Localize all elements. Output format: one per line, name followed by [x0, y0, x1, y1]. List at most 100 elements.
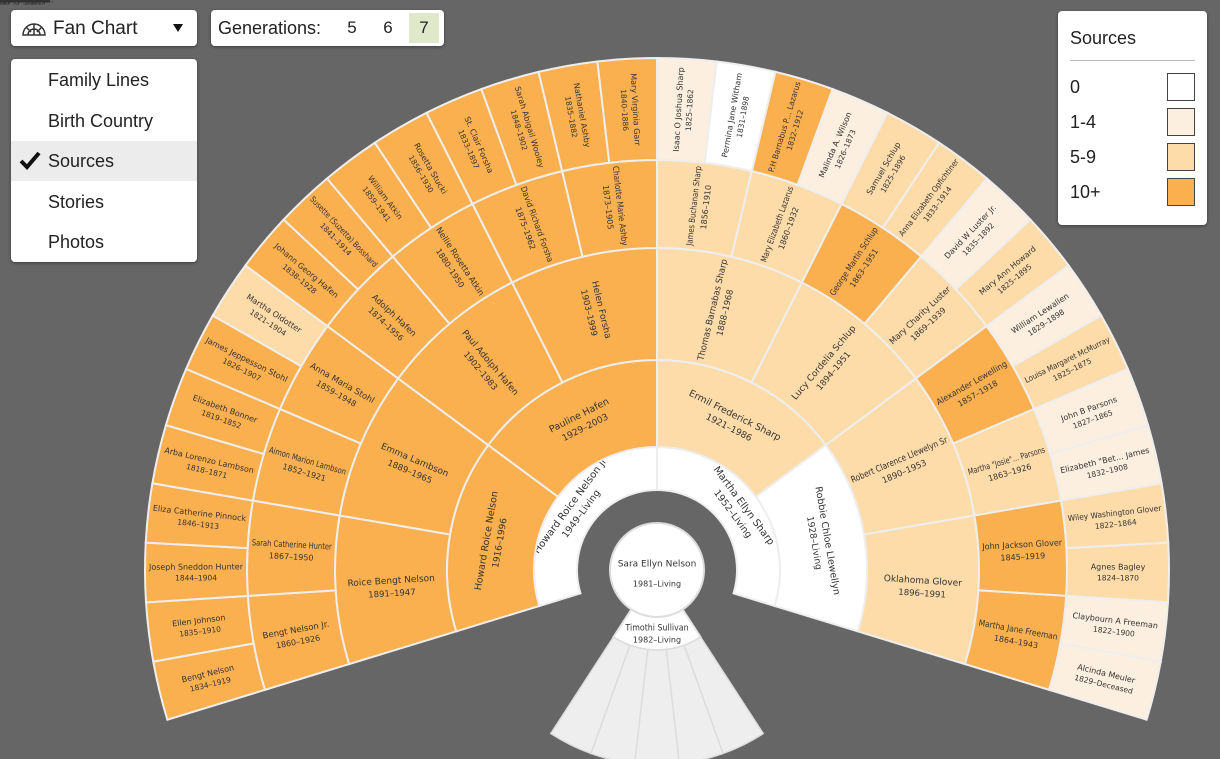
person-label: William Atkin — [0, 0, 28, 6]
person-dates: 1981–Living — [633, 580, 681, 589]
person-name: Henry Thomas Bagley Sr. — [0, 0, 54, 6]
person-name: Alexander Lewallen — [0, 0, 42, 6]
person-label: Rachel Thompson — [0, 0, 38, 6]
person-label: Maria Magdalena Hafen — [0, 0, 50, 6]
person-dates: 1844–1904 — [175, 573, 217, 582]
person-name: Catharine Potter — [0, 0, 35, 6]
person-label: Richard Carrick Howard — [0, 0, 50, 6]
person-name: Jons Christoffersson — [0, 0, 42, 6]
person-name: John C Bonner — [0, 0, 31, 6]
person-label: Dortea Bengtsdotter — [0, 0, 44, 6]
person-label: Mary Rebecca Hutchins — [0, 0, 50, 6]
person-name: Polly Walworth — [0, 0, 31, 6]
person-dates: 1982–Living — [633, 636, 681, 645]
person-label: William H Pinnock — [0, 0, 38, 6]
menu-item-label: Family Lines — [48, 70, 150, 90]
person-name: Katharina Ruesseger — [0, 0, 45, 6]
person-name: Boaz Lambson — [0, 0, 31, 6]
person-label: Johannes Stucki — [0, 0, 34, 6]
person-label: Barbara Bagley — [0, 0, 33, 6]
person-name: Johannes Bosshard — [0, 0, 40, 6]
menu-item[interactable]: Photos — [11, 222, 197, 262]
person-label: David W Luster — [0, 0, 33, 6]
menu-item[interactable]: Sources — [11, 141, 197, 181]
person-dates: 1825–1862 — [684, 89, 695, 132]
person-name: Rachel Thompson — [0, 0, 38, 6]
person-label: Joseph Kirby Parsons — [0, 0, 45, 6]
person-name: Dortea Bengtsdotter — [0, 0, 44, 6]
root-person[interactable] — [609, 522, 705, 618]
person-label: Nels Anderson — [0, 0, 31, 6]
person-name: William H Pinnock — [0, 0, 38, 6]
person-dates: 1845–1919 — [1000, 551, 1045, 562]
menu-item-label: Sources — [48, 151, 115, 171]
person-label: Alexander Lewallen — [0, 0, 42, 6]
person-label: Anna Barbara Hess — [0, 0, 41, 6]
person-name: Sarah Catherine Hunter — [252, 538, 333, 552]
person-label: Karna Perks Pehrsdotter — [0, 0, 52, 6]
generations-label: Generations: — [218, 18, 322, 38]
menu-item[interactable]: Birth Country — [11, 101, 197, 141]
legend-item: 1-4 — [1070, 107, 1195, 137]
person-name: Mary "Polly" Cowan — [0, 0, 41, 6]
person-label: Ola Torstensson — [0, 0, 34, 6]
menu-item[interactable]: Stories — [11, 182, 197, 222]
person-name: Barbara Bagley — [0, 0, 33, 6]
person-name: Richard Carrick Howard — [0, 0, 50, 6]
person-name: Susan Hammond — [0, 0, 36, 6]
person-label: Fettie Van Green — [0, 0, 35, 6]
person-label: Nathaniel Ashby — [0, 0, 35, 6]
person-name: William Forshee — [0, 0, 34, 6]
legend-label: 10+ — [1070, 182, 1101, 202]
person-label: Hans Georg Hafen — [0, 0, 39, 6]
person-dates: 1867–1950 — [269, 551, 314, 562]
legend-swatch — [1167, 108, 1195, 136]
person-label: Timothi Sullivan 1982–Living — [624, 623, 688, 644]
person-name: Hamar Anna Bagley — [0, 0, 42, 6]
person-dates: 1891–1947 — [368, 588, 416, 601]
person-label: Sarah Ann Brown — [0, 0, 37, 6]
legend-swatch — [1167, 178, 1195, 206]
person-name: Johannes Stucki — [0, 0, 34, 6]
person-label: Katharina Ruesseger — [0, 0, 45, 6]
person-name: Sara Ellyn Nelson — [618, 560, 697, 570]
generation-option[interactable]: 6 — [383, 18, 393, 37]
menu-item[interactable]: Family Lines — [11, 60, 197, 100]
legend-label: 0 — [1070, 77, 1081, 97]
person-name: Clarissa Cole — [0, 0, 27, 6]
person-label: Clarissa Cole — [0, 0, 27, 6]
person-label: John Wilson — [0, 0, 25, 6]
person-label: Sarah or Sallie Nabors — [0, 0, 48, 6]
person-label: Elizabeth Jackson — [0, 0, 37, 6]
person-name: Preston Hampton Glover — [0, 0, 53, 6]
person-name: Sarah or Sallie Nabors — [0, 0, 48, 6]
person-name: Nathaniel Ashby — [0, 0, 35, 6]
legend-swatch — [1167, 73, 1195, 101]
person-label: Elizabeth Davidson — [0, 0, 41, 6]
person-name: Elizabeth Jackson — [0, 0, 37, 6]
person-label: Archibald Mcmurray — [0, 0, 43, 6]
person-label: Prudence Sue Clark — [0, 0, 42, 6]
person-name: Mary Rebecca Hutchins — [0, 0, 50, 6]
person-name: Susannah Armstrong — [0, 0, 44, 6]
person-label: Paulina Turner — [0, 0, 31, 6]
person-segment[interactable] — [1047, 642, 1162, 721]
person-name: Paulina Turner — [0, 0, 31, 6]
person-dates: 1824–1870 — [1097, 573, 1139, 582]
person-name: Joseph Sneddon Hunter — [148, 562, 244, 571]
person-name: Elizabeth Davidson — [0, 0, 41, 6]
person-label: Susannah Armstrong — [0, 0, 44, 6]
person-label: Henry Thomas Bagley Sr. — [0, 0, 54, 6]
legend-label: 5-9 — [1070, 147, 1097, 167]
person-label: Niklaus Opfichtiner — [0, 0, 41, 6]
chart-type-dropdown[interactable]: Fan Chart — [11, 10, 197, 46]
generation-option[interactable]: 7 — [409, 13, 439, 43]
person-name: Fettie Van Green — [0, 0, 35, 6]
generation-option[interactable]: 5 — [347, 18, 357, 37]
person-label: Anna Catharina Egli — [0, 0, 42, 6]
legend-swatch — [1167, 143, 1195, 171]
